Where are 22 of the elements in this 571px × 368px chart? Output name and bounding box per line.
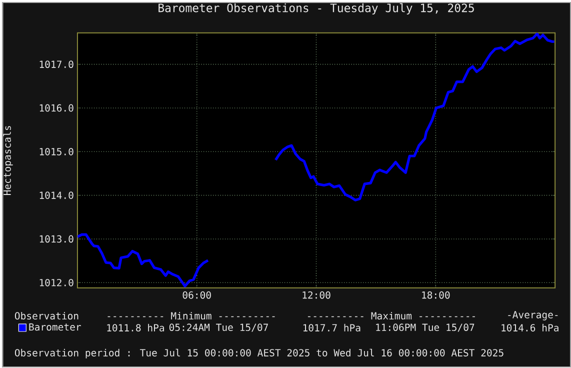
text: ---------- Minimum ----------: [108, 312, 275, 320]
text: 11:06PM Tue 15/07: [376, 324, 474, 332]
x-tick-label: 12:00: [302, 292, 330, 299]
y-tick-label: 1017.0: [40, 60, 74, 68]
text: 1014.6 hPa: [502, 324, 558, 332]
text: 1017.7 hPa: [303, 324, 360, 332]
y-axis-title: Hectopascals: [3, 126, 13, 196]
text: -Average-: [508, 311, 558, 321]
text: ---------- Maximum ----------: [308, 312, 475, 320]
chart-title: Barometer Observations - Tuesday July 15, 2025: [158, 4, 474, 15]
y-tick-label: 1014.0: [40, 192, 74, 200]
y-tick-label: 1012.0: [40, 279, 74, 287]
text: Observation: [14, 312, 78, 320]
text: 1011.8 hPa: [107, 324, 164, 332]
y-tick-label: 1013.0: [40, 235, 74, 243]
y-tick-label: 1016.0: [40, 104, 74, 112]
text: Observation period : Tue Jul 15 00:00:00 AEST 2025 to Wed Jul 16 00:00:00 AEST 2025: [14, 349, 504, 359]
legend-label: Barometer: [29, 324, 81, 331]
x-tick-label: 06:00: [182, 292, 211, 299]
x-tick-label: 18:00: [422, 292, 450, 299]
text: 05:24AM Tue 15/07: [169, 324, 268, 332]
y-tick-label: 1015.0: [40, 148, 74, 156]
